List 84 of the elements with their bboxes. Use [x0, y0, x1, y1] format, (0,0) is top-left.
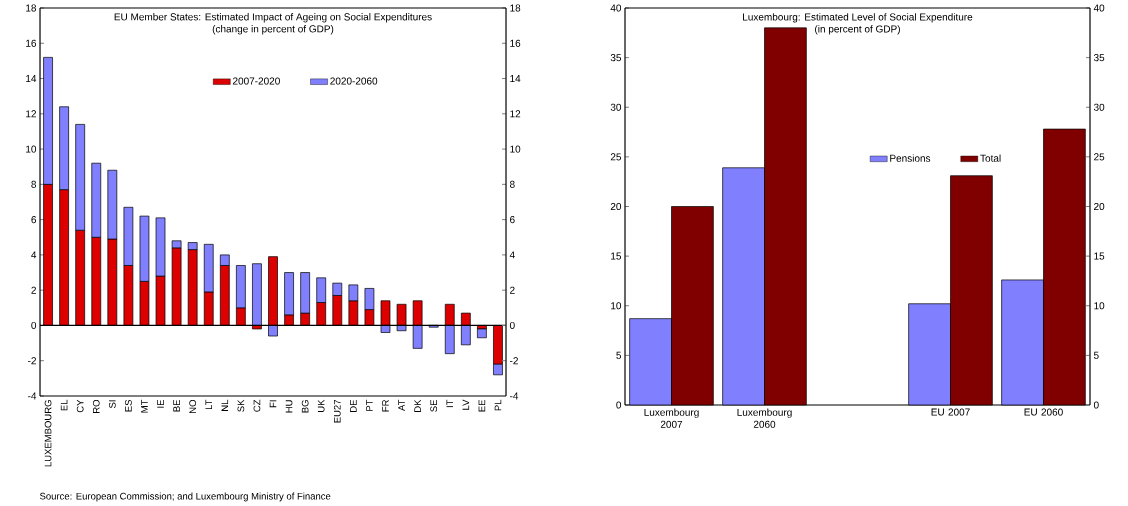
- y-tick-label: 5: [1093, 351, 1099, 359]
- y2-tick-label: 25: [610, 153, 622, 161]
- x-tick-label: CY: [76, 399, 84, 413]
- y2-tick-label: 8: [31, 180, 37, 188]
- text: (in percent of GDP): [815, 25, 900, 35]
- y-tick-label: -2: [509, 357, 518, 365]
- y2-tick-label: 4: [31, 251, 37, 259]
- text: (change in percent of GDP): [212, 25, 334, 35]
- y2-tick-label: 12: [26, 110, 36, 118]
- x-tick-label: RO: [92, 399, 100, 413]
- y-tick-label: 2: [510, 286, 515, 294]
- y2-tick-label: 0: [31, 321, 37, 329]
- legend-label: Total: [980, 154, 1001, 162]
- y2-tick-label: 10: [611, 302, 622, 310]
- y2-tick-label: 35: [610, 54, 622, 62]
- x-tick-label: BE: [173, 399, 180, 412]
- y2-tick-label: 16: [26, 39, 37, 47]
- y-tick-label: 35: [1093, 54, 1105, 62]
- y-tick-label: 0: [1093, 401, 1099, 409]
- y-tick-label: 40: [1093, 4, 1105, 12]
- y2-tick-label: 14: [26, 75, 37, 82]
- chart-title: Luxembourg: Estimated Level of Social Expenditure: [743, 13, 973, 23]
- legend-label: Pensions: [890, 154, 931, 162]
- y2-tick-label: 40: [610, 4, 622, 12]
- x-tick-label: PL: [494, 399, 502, 411]
- chart-title: EU Member States: Estimated Impact of Ageing on Social Expenditures: [114, 13, 432, 23]
- x-tick-label: ES: [125, 399, 132, 412]
- x-tick-label: MT: [141, 399, 148, 413]
- x-tick-label: NL: [221, 399, 229, 411]
- y2-tick-label: 5: [616, 351, 622, 359]
- y2-tick-label: 10: [26, 145, 37, 153]
- y-tick-label: 0: [509, 321, 515, 329]
- legend-label: 2007-2020: [232, 77, 280, 85]
- y-tick-label: 4: [509, 251, 515, 259]
- x-tick-label: EU27: [333, 399, 341, 423]
- x-tick-label: Luxembourg 2060: [737, 408, 792, 428]
- y2-tick-label: -2: [28, 357, 36, 365]
- x-tick-label: EE: [478, 399, 486, 412]
- y2-tick-label: 20: [610, 202, 622, 211]
- y-tick-label: 18: [510, 4, 521, 12]
- source-note: Source: European Commission; and Luxembourg Ministry of Finance: [39, 492, 331, 502]
- x-tick-label: EU 2007: [931, 408, 970, 416]
- x-tick-label: Luxembourg 2007: [644, 408, 699, 428]
- y-tick-label: 30: [1093, 103, 1105, 111]
- x-tick-label: LT: [205, 399, 212, 410]
- y2-tick-label: 30: [610, 103, 622, 111]
- y2-tick-label: 15: [611, 252, 622, 260]
- y-tick-label: 20: [1094, 202, 1105, 211]
- y2-tick-label: 18: [26, 4, 37, 12]
- x-tick-label: LV: [462, 399, 470, 410]
- x-tick-label: FR: [382, 399, 389, 412]
- x-tick-label: BG: [301, 400, 309, 413]
- y-tick-label: 25: [1094, 153, 1105, 161]
- y-tick-label: 14: [510, 75, 521, 82]
- x-tick-label: EL: [60, 399, 68, 411]
- x-tick-label: FI: [269, 400, 277, 408]
- x-tick-label: HU: [285, 400, 293, 413]
- y-tick-label: 15: [1094, 252, 1105, 260]
- x-tick-label: SI: [108, 400, 116, 409]
- x-tick-label: EU 2060: [1024, 408, 1063, 416]
- legend-label: 2020-2060: [330, 77, 378, 85]
- y2-tick-label: 6: [31, 216, 37, 224]
- x-tick-label: CZ: [253, 399, 261, 412]
- x-tick-label: LUXEMBOURG: [44, 400, 52, 467]
- x-tick-label: DE: [350, 399, 357, 412]
- y2-tick-label: 0: [616, 401, 622, 409]
- y-tick-label: 10: [1094, 302, 1105, 310]
- y-tick-label: -4: [509, 392, 519, 400]
- y-tick-label: 8: [509, 180, 515, 188]
- x-tick-label: PT: [366, 399, 373, 411]
- y-tick-label: 10: [510, 145, 521, 153]
- x-tick-label: IT: [446, 399, 454, 408]
- x-tick-label: AT: [398, 399, 405, 411]
- x-tick-label: SK: [237, 399, 245, 412]
- x-tick-label: IE: [157, 399, 164, 408]
- x-tick-label: UK: [317, 399, 325, 412]
- y2-tick-label: -4: [28, 392, 37, 400]
- x-tick-label: NO: [189, 399, 197, 413]
- x-tick-label: SE: [430, 399, 438, 412]
- y-tick-label: 12: [510, 110, 521, 118]
- y-tick-label: 6: [510, 216, 515, 224]
- y2-tick-label: 2: [31, 286, 36, 294]
- x-tick-label: DK: [414, 399, 421, 412]
- y-tick-label: 16: [510, 39, 521, 47]
